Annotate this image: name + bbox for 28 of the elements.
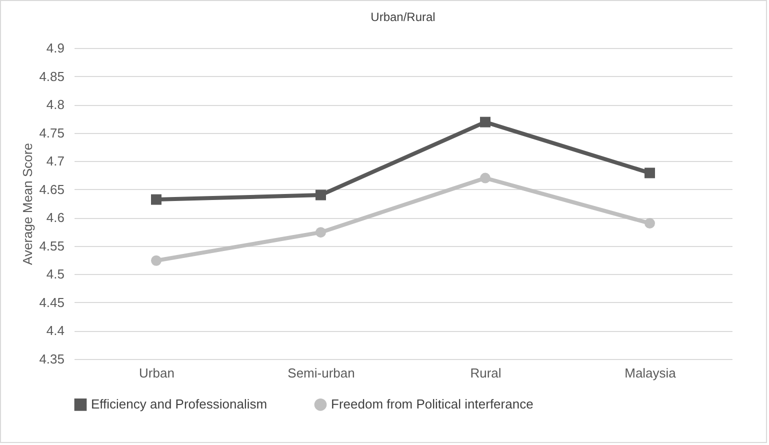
x-tick-label: Semi-urban <box>288 366 355 380</box>
y-tick-label: 4.6 <box>46 210 64 226</box>
y-tick-label: 4.4 <box>46 323 64 338</box>
y-tick-label: 4.45 <box>39 294 64 310</box>
chart-title: Urban/Rural <box>370 10 436 24</box>
point <box>644 218 655 229</box>
point <box>151 194 162 205</box>
point <box>316 190 326 200</box>
x-tick-label: Malaysia <box>624 366 677 380</box>
x-tick-label: Urban <box>139 366 174 380</box>
y-tick-label: 4.85 <box>39 68 64 84</box>
point <box>644 168 655 178</box>
y-axis-title: Average Mean Score <box>20 143 36 265</box>
y-tick-label: 4.35 <box>39 352 64 366</box>
point <box>316 227 326 238</box>
y-tick-label: 4.5 <box>46 266 64 282</box>
y-tick-label: 4.55 <box>39 238 64 254</box>
x-tick-label: Rural <box>470 366 502 380</box>
y-tick-label: 4.7 <box>46 154 64 169</box>
y-tick-label: 4.65 <box>39 182 64 197</box>
y-tick-label: 4.9 <box>46 40 64 56</box>
y-tick-label: 4.75 <box>39 125 64 140</box>
point <box>480 116 490 128</box>
y-tick-label: 4.8 <box>46 97 64 112</box>
legend-label: Freedom from Political interferance <box>331 396 534 412</box>
point <box>151 255 162 266</box>
point <box>480 172 490 184</box>
legend-label: Efficiency and Professionalism <box>91 396 268 412</box>
